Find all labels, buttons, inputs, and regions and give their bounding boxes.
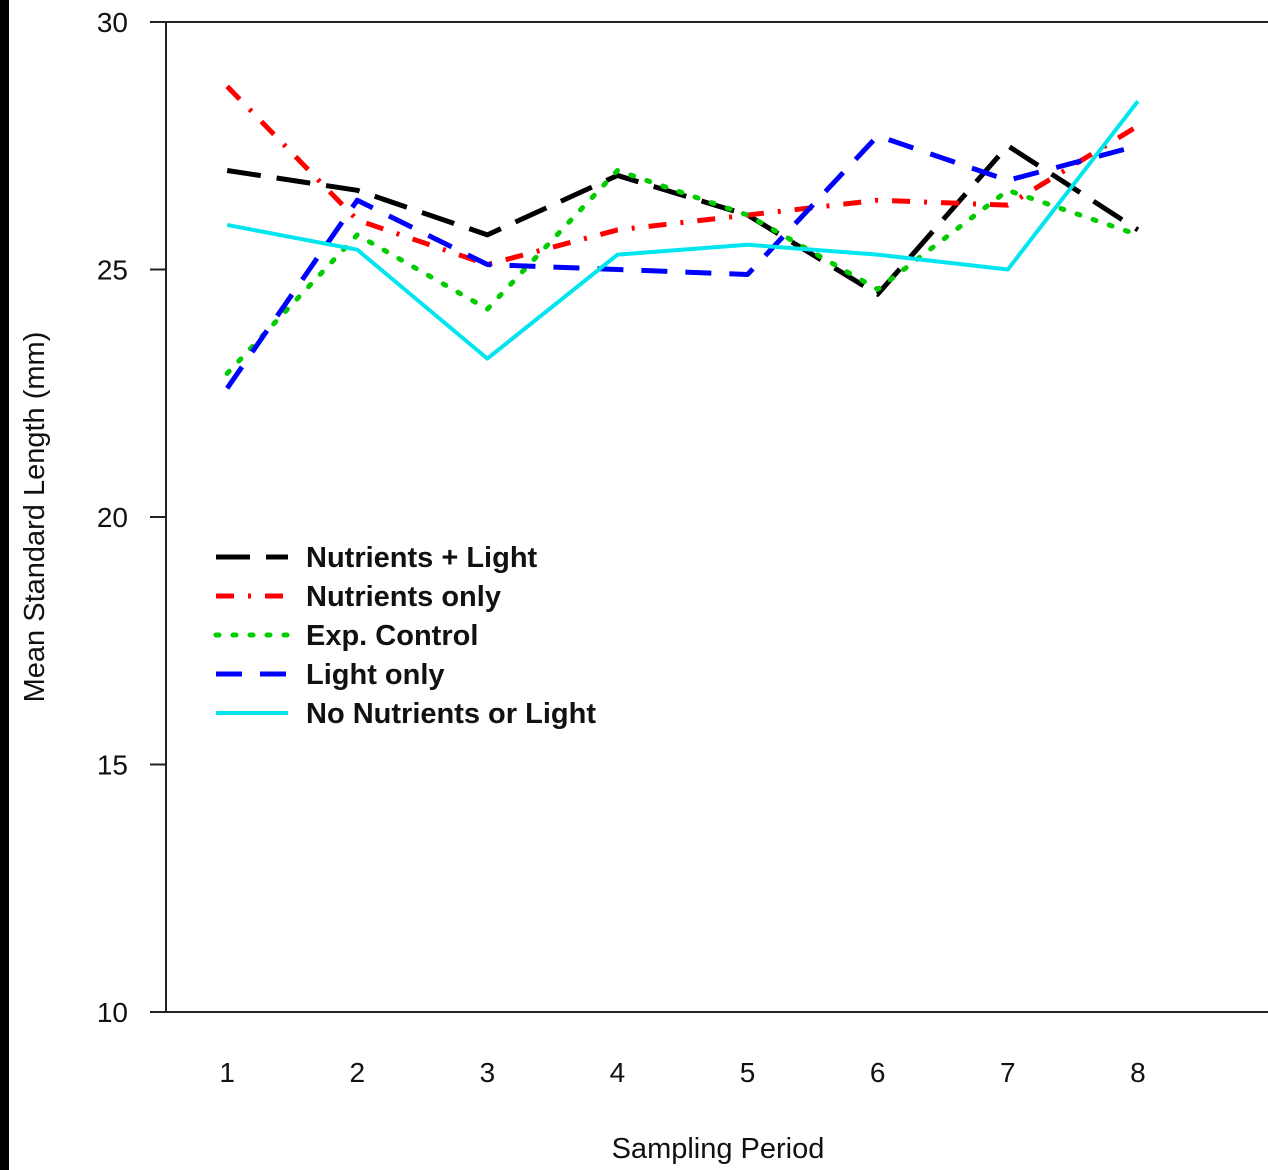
y-tick-label: 30 <box>97 7 128 38</box>
x-tick-label: 4 <box>610 1057 626 1088</box>
series-lines <box>224 84 1141 390</box>
x-axis-title: Sampling Period <box>612 1133 825 1165</box>
x-tick-label: 1 <box>219 1057 235 1088</box>
y-axis-title: Mean Standard Length (mm) <box>19 332 51 703</box>
x-ticks: 1 2 3 4 5 6 7 8 <box>219 1057 1145 1088</box>
legend-label: Nutrients + Light <box>306 542 538 574</box>
series-line-light-only <box>225 133 1139 390</box>
x-tick-label: 7 <box>1000 1057 1016 1088</box>
series-line-nutrients-only <box>225 84 1140 268</box>
y-tick-label: 15 <box>97 750 128 781</box>
y-tick-label: 10 <box>97 997 128 1028</box>
y-tick-label: 25 <box>97 255 128 286</box>
x-tick-label: 6 <box>870 1057 886 1088</box>
legend: Nutrients + Light Nutrients only Exp. Cont… <box>213 542 596 730</box>
series-line-exp-control <box>224 168 1141 376</box>
y-ticks: 10 15 20 25 30 <box>97 7 166 1028</box>
left-edge-strip <box>0 0 9 1170</box>
series-line-no-nutrients-or-light <box>226 99 1140 361</box>
x-tick-label: 3 <box>480 1057 496 1088</box>
x-tick-label: 8 <box>1130 1057 1146 1088</box>
x-tick-label: 2 <box>349 1057 365 1088</box>
legend-label: Exp. Control <box>306 620 478 652</box>
y-tick-label: 20 <box>97 502 128 533</box>
legend-label: No Nutrients or Light <box>306 698 596 730</box>
x-tick-label: 5 <box>740 1057 756 1088</box>
legend-label: Light only <box>306 659 445 691</box>
legend-label: Nutrients only <box>306 581 501 613</box>
axes <box>165 21 1268 1013</box>
